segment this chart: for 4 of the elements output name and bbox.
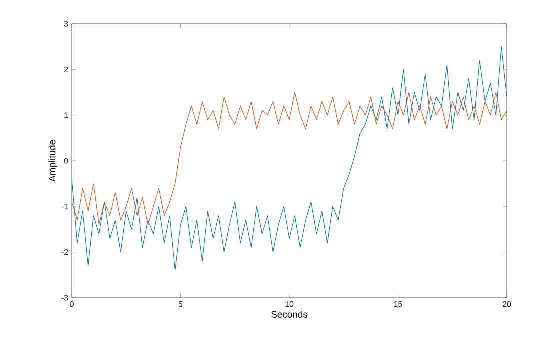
y-axis-title: Amplitude (48, 140, 58, 182)
line-series (72, 92, 508, 226)
line-series (72, 46, 508, 271)
x-axis-title: Seconds (272, 311, 308, 318)
